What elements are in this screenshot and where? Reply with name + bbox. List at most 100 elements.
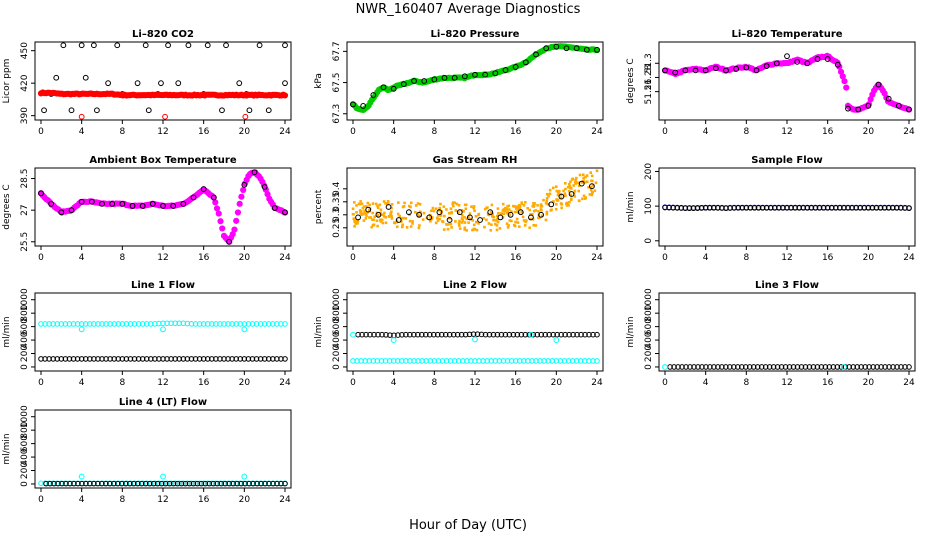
x-tick-label: 16 (198, 127, 210, 137)
data-point (471, 228, 474, 232)
x-tick-label: 20 (551, 378, 563, 388)
data-layer (38, 473, 288, 487)
y-axis-label: ml/min (2, 433, 12, 464)
data-point (441, 220, 444, 223)
data-point (415, 331, 421, 338)
data-point (547, 194, 550, 198)
data-point (463, 216, 466, 219)
x-tick-label: 16 (198, 495, 210, 505)
data-point (50, 356, 57, 362)
data-point (376, 206, 380, 210)
data-point (143, 321, 150, 327)
data-point (172, 320, 178, 327)
data-point (679, 364, 685, 370)
data-point (403, 331, 409, 338)
data-point (529, 213, 532, 216)
data-point (148, 321, 154, 327)
data-point (589, 188, 593, 192)
data-point (759, 205, 766, 211)
data-point (528, 214, 534, 221)
data-point (50, 321, 57, 327)
data-point (378, 203, 382, 207)
data-point (445, 223, 449, 226)
data-point (824, 205, 831, 211)
data-point (115, 321, 122, 327)
data-point (119, 356, 126, 362)
x-tick-label: 12 (157, 253, 168, 263)
data-point (48, 200, 55, 207)
data-point (746, 364, 753, 370)
data-point (462, 210, 465, 213)
data-point (858, 364, 865, 370)
data-point (528, 226, 531, 230)
y-axis-label: degrees C (626, 58, 636, 103)
data-point (372, 218, 376, 222)
data-point (482, 71, 489, 78)
data-point (454, 209, 458, 212)
data-point (492, 215, 496, 219)
series-outliers (78, 113, 249, 120)
data-point (75, 480, 81, 487)
data-point (528, 208, 532, 212)
data-point (682, 67, 689, 74)
data-point (516, 210, 519, 214)
data-point (229, 356, 235, 362)
data-point (131, 321, 138, 327)
data-point (426, 214, 433, 221)
data-point (548, 192, 552, 196)
data-point (215, 210, 222, 217)
data-point (845, 105, 851, 112)
data-point (123, 321, 130, 327)
data-point (217, 356, 223, 362)
data-point (566, 185, 570, 189)
data-point (467, 221, 470, 224)
data-point (359, 200, 362, 203)
data-point (573, 195, 577, 198)
data-point (408, 219, 412, 223)
data-point (472, 71, 478, 78)
data-point (538, 331, 545, 338)
data-point (810, 364, 817, 370)
series-raw (37, 169, 289, 245)
data-point (62, 356, 69, 362)
data-point (586, 358, 592, 364)
data-point (54, 321, 61, 327)
data-point (562, 189, 565, 193)
data-point (401, 223, 404, 227)
data-point (498, 227, 502, 230)
data-point (906, 364, 912, 370)
data-point (814, 364, 821, 370)
data-point (261, 184, 268, 190)
data-point (94, 107, 100, 114)
data-point (568, 191, 575, 197)
data-point (42, 321, 48, 327)
data-point (460, 217, 464, 220)
data-point (422, 331, 429, 338)
data-point (432, 209, 436, 213)
data-point (446, 227, 450, 231)
data-point (226, 480, 233, 487)
data-point (845, 205, 851, 211)
data-point (83, 480, 89, 487)
data-point (164, 320, 170, 327)
data-point (442, 331, 449, 338)
data-point (186, 480, 193, 487)
x-tick-label: 24 (591, 127, 603, 137)
panel-1: Li–820 CO2 Licor ppm 0 4 8 12 16 20 24 390 420 450 (2, 29, 292, 137)
x-tick-label: 20 (863, 127, 875, 137)
data-point (419, 358, 425, 364)
y-tick-label: 0.25 (332, 218, 342, 238)
data-point (857, 205, 864, 211)
data-point (430, 216, 434, 219)
data-point (383, 211, 386, 215)
data-point (482, 217, 485, 220)
data-point (152, 356, 158, 362)
y-tick-label: 51.26 (644, 78, 654, 104)
data-point (502, 208, 506, 211)
data-point (464, 207, 468, 211)
data-point (212, 199, 219, 206)
data-point (698, 205, 705, 211)
data-point (363, 209, 366, 213)
data-point (455, 358, 462, 364)
